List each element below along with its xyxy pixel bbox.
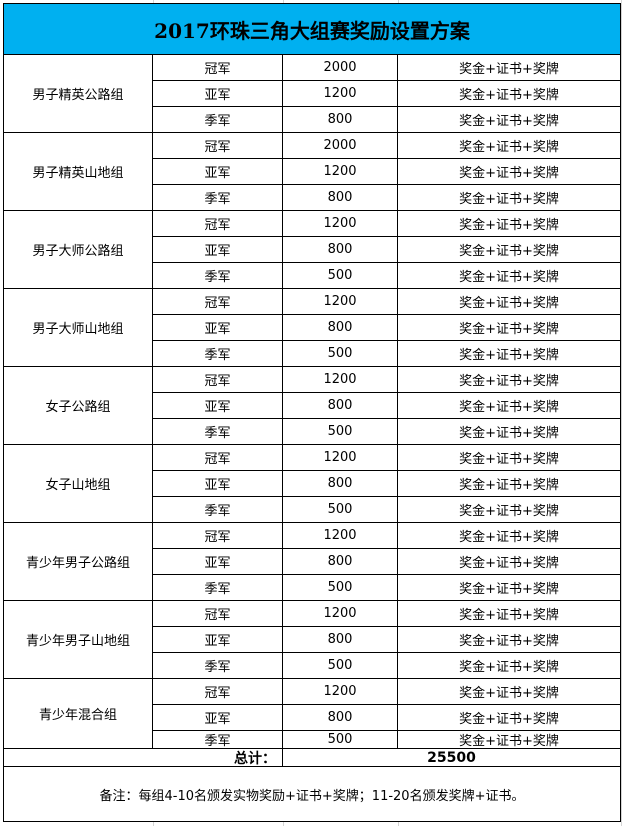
- reward-cell[interactable]: 奖金+证书+奖牌: [398, 523, 621, 549]
- reward-cell[interactable]: 奖金+证书+奖牌: [398, 419, 621, 445]
- amount-cell[interactable]: 800: [283, 471, 398, 497]
- place-cell[interactable]: 冠军: [153, 55, 283, 81]
- reward-cell[interactable]: 奖金+证书+奖牌: [398, 133, 621, 159]
- reward-cell[interactable]: 奖金+证书+奖牌: [398, 575, 621, 601]
- amount-cell[interactable]: 800: [283, 315, 398, 341]
- amount-cell[interactable]: 2000: [283, 133, 398, 159]
- reward-cell[interactable]: 奖金+证书+奖牌: [398, 263, 621, 289]
- reward-cell[interactable]: 奖金+证书+奖牌: [398, 185, 621, 211]
- place-cell[interactable]: 季军: [153, 341, 283, 367]
- reward-cell[interactable]: 奖金+证书+奖牌: [398, 653, 621, 679]
- reward-cell[interactable]: 奖金+证书+奖牌: [398, 471, 621, 497]
- place-cell[interactable]: 亚军: [153, 549, 283, 575]
- reward-cell[interactable]: 奖金+证书+奖牌: [398, 627, 621, 653]
- amount-cell[interactable]: 500: [283, 731, 398, 749]
- total-label-cell[interactable]: 总计：: [3, 749, 283, 767]
- reward-cell[interactable]: 奖金+证书+奖牌: [398, 679, 621, 705]
- place-cell[interactable]: 冠军: [153, 601, 283, 627]
- total-value-cell[interactable]: 25500: [283, 749, 621, 767]
- group-name-cell[interactable]: 男子大师山地组: [3, 289, 153, 367]
- group-name-cell[interactable]: 男子精英公路组: [3, 55, 153, 133]
- place-cell[interactable]: 冠军: [153, 445, 283, 471]
- reward-cell[interactable]: 奖金+证书+奖牌: [398, 497, 621, 523]
- reward-cell[interactable]: 奖金+证书+奖牌: [398, 315, 621, 341]
- amount-cell[interactable]: 1200: [283, 679, 398, 705]
- amount-cell[interactable]: 500: [283, 419, 398, 445]
- amount-cell[interactable]: 500: [283, 575, 398, 601]
- reward-cell[interactable]: 奖金+证书+奖牌: [398, 393, 621, 419]
- amount-cell[interactable]: 1200: [283, 289, 398, 315]
- reward-cell[interactable]: 奖金+证书+奖牌: [398, 211, 621, 237]
- reward-cell[interactable]: 奖金+证书+奖牌: [398, 159, 621, 185]
- place-cell[interactable]: 冠军: [153, 523, 283, 549]
- amount-cell[interactable]: 2000: [283, 55, 398, 81]
- amount-cell[interactable]: 800: [283, 549, 398, 575]
- reward-cell[interactable]: 奖金+证书+奖牌: [398, 341, 621, 367]
- amount-cell[interactable]: 1200: [283, 211, 398, 237]
- place-cell[interactable]: 季军: [153, 185, 283, 211]
- place-cell[interactable]: 冠军: [153, 367, 283, 393]
- amount-cell[interactable]: 1200: [283, 367, 398, 393]
- reward-cell[interactable]: 奖金+证书+奖牌: [398, 81, 621, 107]
- place-cell[interactable]: 季军: [153, 575, 283, 601]
- amount-cell[interactable]: 500: [283, 341, 398, 367]
- sheet-title: 2017环珠三角大组赛奖励设置方案: [3, 3, 621, 55]
- place-cell[interactable]: 冠军: [153, 679, 283, 705]
- amount-cell[interactable]: 1200: [283, 601, 398, 627]
- amount-cell[interactable]: 800: [283, 185, 398, 211]
- amount-cell[interactable]: 500: [283, 497, 398, 523]
- reward-cell[interactable]: 奖金+证书+奖牌: [398, 237, 621, 263]
- reward-cell[interactable]: 奖金+证书+奖牌: [398, 107, 621, 133]
- reward-cell[interactable]: 奖金+证书+奖牌: [398, 289, 621, 315]
- group-name-cell[interactable]: 青少年混合组: [3, 679, 153, 749]
- amount-cell[interactable]: 1200: [283, 159, 398, 185]
- place-cell[interactable]: 季军: [153, 263, 283, 289]
- place-cell[interactable]: 季军: [153, 497, 283, 523]
- group-name-cell[interactable]: 男子大师公路组: [3, 211, 153, 289]
- place-cell[interactable]: 冠军: [153, 133, 283, 159]
- place-cell[interactable]: 季军: [153, 107, 283, 133]
- place-cell[interactable]: 亚军: [153, 627, 283, 653]
- group-name-cell[interactable]: 女子公路组: [3, 367, 153, 445]
- reward-cell[interactable]: 奖金+证书+奖牌: [398, 445, 621, 471]
- amount-cell[interactable]: 1200: [283, 81, 398, 107]
- gridline: [621, 0, 622, 826]
- place-cell[interactable]: 冠军: [153, 211, 283, 237]
- amount-cell[interactable]: 800: [283, 237, 398, 263]
- amount-cell[interactable]: 500: [283, 653, 398, 679]
- place-cell[interactable]: 亚军: [153, 315, 283, 341]
- group-name-cell[interactable]: 青少年男子公路组: [3, 523, 153, 601]
- reward-cell[interactable]: 奖金+证书+奖牌: [398, 731, 621, 749]
- reward-cell[interactable]: 奖金+证书+奖牌: [398, 55, 621, 81]
- amount-cell[interactable]: 800: [283, 107, 398, 133]
- amount-cell[interactable]: 800: [283, 393, 398, 419]
- place-cell[interactable]: 亚军: [153, 471, 283, 497]
- group-name-cell[interactable]: 女子山地组: [3, 445, 153, 523]
- reward-cell[interactable]: 奖金+证书+奖牌: [398, 601, 621, 627]
- place-cell[interactable]: 亚军: [153, 705, 283, 731]
- place-cell[interactable]: 季军: [153, 419, 283, 445]
- reward-cell[interactable]: 奖金+证书+奖牌: [398, 549, 621, 575]
- amount-cell[interactable]: 800: [283, 627, 398, 653]
- reward-cell[interactable]: 奖金+证书+奖牌: [398, 367, 621, 393]
- place-cell[interactable]: 季军: [153, 731, 283, 749]
- place-cell[interactable]: 季军: [153, 653, 283, 679]
- note-cell[interactable]: 备注：每组4-10名颁发实物奖励+证书+奖牌；11-20名颁发奖牌+证书。: [3, 767, 621, 822]
- group-name-cell[interactable]: 青少年男子山地组: [3, 601, 153, 679]
- amount-cell[interactable]: 500: [283, 263, 398, 289]
- place-cell[interactable]: 亚军: [153, 81, 283, 107]
- place-cell[interactable]: 亚军: [153, 393, 283, 419]
- amount-cell[interactable]: 800: [283, 705, 398, 731]
- reward-cell[interactable]: 奖金+证书+奖牌: [398, 705, 621, 731]
- place-cell[interactable]: 亚军: [153, 159, 283, 185]
- place-cell[interactable]: 亚军: [153, 237, 283, 263]
- amount-cell[interactable]: 1200: [283, 523, 398, 549]
- group-name-cell[interactable]: 男子精英山地组: [3, 133, 153, 211]
- amount-cell[interactable]: 1200: [283, 445, 398, 471]
- place-cell[interactable]: 冠军: [153, 289, 283, 315]
